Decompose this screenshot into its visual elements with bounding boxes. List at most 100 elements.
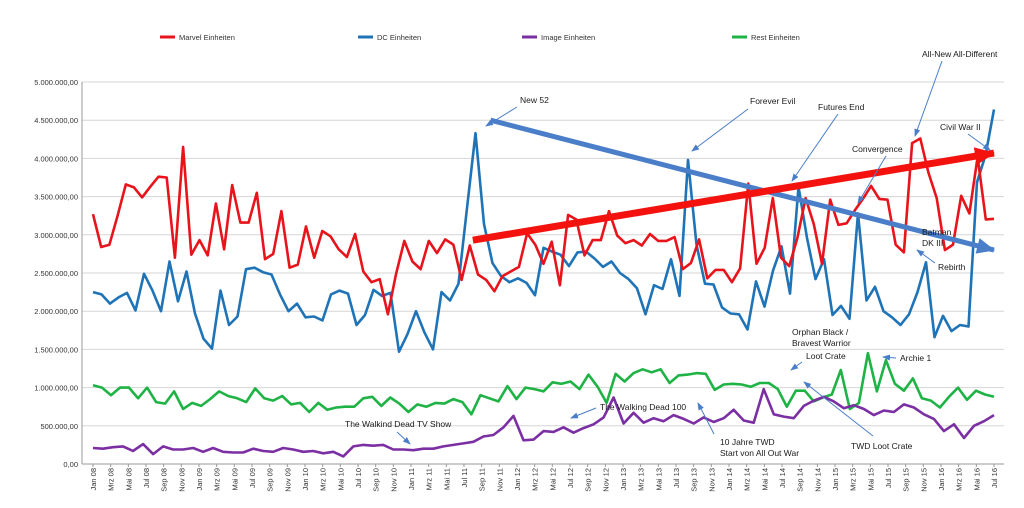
annotation-label: Convergence: [852, 144, 903, 154]
x-tick-label: Sep 13: [690, 468, 699, 492]
x-tick-label: Jul 15: [884, 468, 893, 488]
x-tick-label: Nov 14: [813, 468, 822, 492]
y-tick-label: 4.000.000,00: [34, 154, 78, 163]
annotation-label: 10 Jahre TWD Start von All Out War: [720, 437, 799, 458]
x-axis: Jan 08 Mrz 08 Mai 08 Jul 08 Sep 08 Nov 08 Jan …: [82, 463, 1004, 492]
x-tick-label: Mai 12: [548, 468, 557, 491]
x-tick-label: Jul 11: [460, 468, 469, 487]
x-tick-label: Nov 11: [495, 468, 504, 491]
x-tick-label: Mai 15: [866, 468, 875, 491]
x-tick-label: Mrz 10: [319, 468, 328, 491]
annotation-label: Rebirth: [938, 262, 966, 272]
x-tick-label: Jul 09: [248, 468, 257, 488]
y-tick-label: 500.000,00: [40, 422, 78, 431]
annotation-pointer: [790, 361, 803, 371]
gridlines: [82, 81, 1004, 465]
annotations: New 52 Forever Evil Futures End Convergence…: [345, 49, 998, 458]
annotation-label: All-New All-Different: [922, 49, 998, 59]
annotation-label: Batman DK III: [922, 227, 952, 248]
trend-arrows: [472, 117, 995, 254]
legend-label: Image Einheiten: [541, 33, 595, 42]
x-tick-label: Mai 10: [336, 468, 345, 491]
x-tick-label: Mai 13: [654, 468, 663, 491]
x-tick-label: Jul 08: [142, 468, 151, 488]
annotation-label: The Walkind Dead TV Show: [345, 419, 452, 429]
legend-label: Rest Einheiten: [751, 33, 800, 42]
x-tick-label: Nov 08: [177, 468, 186, 492]
x-tick-label: Mai 14: [760, 468, 769, 491]
x-tick-label: Sep 15: [902, 468, 911, 492]
annotation-pointer: [967, 133, 991, 151]
x-tick-label: Mrz 09: [213, 468, 222, 491]
annotation-label: New 52: [520, 95, 549, 105]
x-tick-label: Jul 10: [354, 468, 363, 488]
legend-label: Marvel Einheiten: [179, 33, 235, 42]
y-tick-label: 1.000.000,00: [34, 384, 78, 393]
x-tick-label: Mrz 14: [743, 468, 752, 491]
y-tick-label: 2.000.000,00: [34, 307, 78, 316]
annotation-pointer: [691, 108, 749, 152]
x-tick-label: Nov 12: [601, 468, 610, 492]
x-tick-label: Jan 09: [195, 468, 204, 491]
legend: Marvel Einheiten DC Einheiten Image Einhei…: [160, 33, 800, 42]
y-tick-label: 1.500.000,00: [34, 345, 78, 354]
x-tick-label: Jan 14: [725, 468, 734, 491]
annotation-label: TWD Loot Crate: [851, 441, 913, 451]
annotation-pointer: [803, 381, 874, 437]
y-tick-label: 0,00: [63, 460, 78, 469]
x-tick-label: Mrz 12: [531, 468, 540, 491]
x-tick-label: Mrz 13: [637, 468, 646, 491]
x-tick-label: Sep 14: [796, 468, 805, 492]
x-tick-label: Sep 09: [266, 468, 275, 492]
x-tick-label: Mai 09: [230, 468, 239, 491]
annotation-label: Futures End: [818, 102, 865, 112]
annotation-pointer: [570, 407, 597, 419]
series-line-marvel-einheiten: [91, 137, 995, 316]
annotation-pointer: [791, 113, 839, 182]
x-tick-label: Mai 08: [124, 468, 133, 491]
annotation-label: Orphan Black / Bravest Warrior: [792, 327, 851, 348]
x-tick-label: Mai 16: [972, 468, 981, 491]
series-line-dc-einheiten: [92, 109, 996, 354]
annotation-label: Archie 1: [900, 353, 931, 363]
Marvel-trend-arrow: [472, 147, 995, 244]
y-tick-label: 3.000.000,00: [34, 231, 78, 240]
x-tick-label: Jan 11: [407, 468, 416, 490]
x-tick-label: Nov 13: [707, 468, 716, 492]
annotation-pointer: [914, 60, 943, 137]
x-tick-label: Jan 10: [301, 468, 310, 491]
x-tick-label: Mrz 08: [107, 468, 116, 491]
x-tick-label: Mrz 15: [849, 468, 858, 491]
annotation-label: Loot Crate: [806, 351, 846, 361]
x-tick-label: Nov 09: [283, 468, 292, 492]
y-axis: 0,00 500.000,00 1.000.000,00 1.500.000,00 2.…: [34, 78, 83, 469]
y-tick-label: 4.500.000,00: [34, 116, 78, 125]
x-tick-label: Jan 13: [619, 468, 628, 491]
DC-trend-arrow: [489, 117, 995, 254]
annotation-pointer: [882, 354, 897, 361]
x-tick-label: Jul 14: [778, 468, 787, 488]
x-tick-label: Sep 08: [160, 468, 169, 492]
series-line-rest-einheiten: [92, 351, 995, 416]
x-tick-label: Mai 11: [442, 468, 451, 490]
x-tick-label: Jul 13: [672, 468, 681, 488]
y-tick-label: 2.500.000,00: [34, 269, 78, 278]
x-tick-label: Sep 10: [372, 468, 381, 492]
x-tick-label: Jan 15: [831, 468, 840, 491]
x-tick-label: Jul 16: [990, 468, 999, 488]
x-tick-label: Jul 12: [566, 468, 575, 488]
annotation-pointer: [485, 106, 518, 127]
x-tick-label: Nov 10: [389, 468, 398, 492]
x-tick-label: Jan 12: [513, 468, 522, 491]
y-tick-label: 5.000.000,00: [34, 78, 78, 87]
y-tick-label: 3.500.000,00: [34, 193, 78, 202]
x-tick-label: Sep 12: [584, 468, 593, 492]
annotation-label: Civil War II: [940, 122, 981, 132]
series-line-image-einheiten: [92, 387, 995, 458]
x-tick-label: Mrz 16: [955, 468, 964, 491]
x-tick-label: Jan 08: [89, 468, 98, 491]
annotation-pointer: [396, 431, 411, 445]
x-tick-label: Mrz 11: [425, 468, 434, 490]
